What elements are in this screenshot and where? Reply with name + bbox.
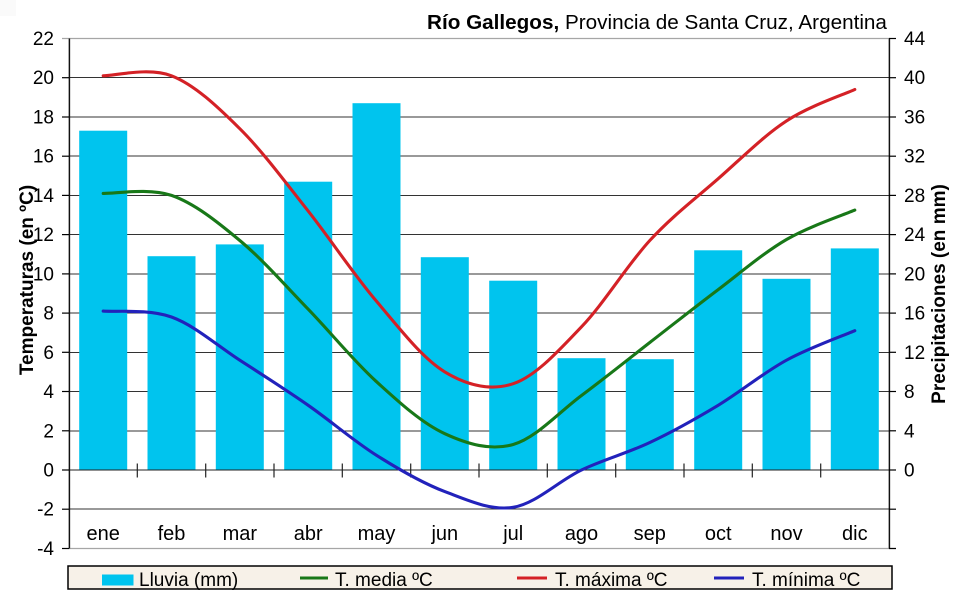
svg-text:Temperaturas (en ºC): Temperaturas (en ºC)	[17, 185, 38, 375]
svg-text:20: 20	[33, 68, 54, 89]
svg-text:sep: sep	[634, 523, 666, 545]
svg-text:4: 4	[43, 382, 54, 403]
svg-text:20: 20	[904, 264, 925, 285]
svg-text:2: 2	[43, 421, 54, 442]
svg-text:ago: ago	[565, 523, 598, 545]
svg-text:6: 6	[43, 343, 54, 364]
svg-text:4: 4	[904, 421, 915, 442]
svg-text:T. máxima ºC: T. máxima ºC	[555, 570, 668, 591]
svg-text:32: 32	[904, 147, 925, 168]
svg-text:24: 24	[904, 225, 926, 246]
svg-text:18: 18	[33, 108, 54, 129]
svg-text:16: 16	[33, 147, 54, 168]
svg-text:22: 22	[33, 29, 54, 50]
svg-text:oct: oct	[705, 523, 732, 545]
svg-text:may: may	[358, 523, 396, 545]
svg-text:T. mínima ºC: T. mínima ºC	[752, 570, 860, 591]
svg-text:8: 8	[43, 304, 54, 325]
svg-text:T. media ºC: T. media ºC	[335, 570, 433, 591]
svg-text:8: 8	[904, 382, 915, 403]
svg-text:0: 0	[904, 461, 915, 482]
svg-text:dic: dic	[842, 523, 868, 545]
svg-text:-4: -4	[37, 539, 54, 560]
svg-text:nov: nov	[770, 523, 802, 545]
svg-text:10: 10	[33, 264, 54, 285]
svg-text:jul: jul	[502, 523, 523, 545]
svg-text:jun: jun	[430, 523, 458, 545]
svg-text:Precipitaciones (en mm): Precipitaciones (en mm)	[929, 184, 950, 404]
svg-text:Río Gallegos, Provincia de San: Río Gallegos, Provincia de Santa Cruz, A…	[427, 11, 887, 34]
svg-text:0: 0	[43, 461, 54, 482]
svg-text:16: 16	[904, 304, 925, 325]
svg-text:28: 28	[904, 186, 925, 207]
svg-text:36: 36	[904, 108, 925, 129]
svg-text:abr: abr	[294, 523, 323, 545]
svg-text:ene: ene	[87, 523, 120, 545]
svg-text:12: 12	[33, 225, 54, 246]
svg-text:feb: feb	[158, 523, 186, 545]
svg-text:-2: -2	[37, 500, 54, 521]
svg-text:14: 14	[33, 186, 55, 207]
svg-text:12: 12	[904, 343, 925, 364]
svg-text:44: 44	[904, 29, 926, 50]
svg-text:mar: mar	[223, 523, 258, 545]
svg-text:40: 40	[904, 68, 925, 89]
svg-text:Lluvia (mm): Lluvia (mm)	[139, 570, 238, 591]
